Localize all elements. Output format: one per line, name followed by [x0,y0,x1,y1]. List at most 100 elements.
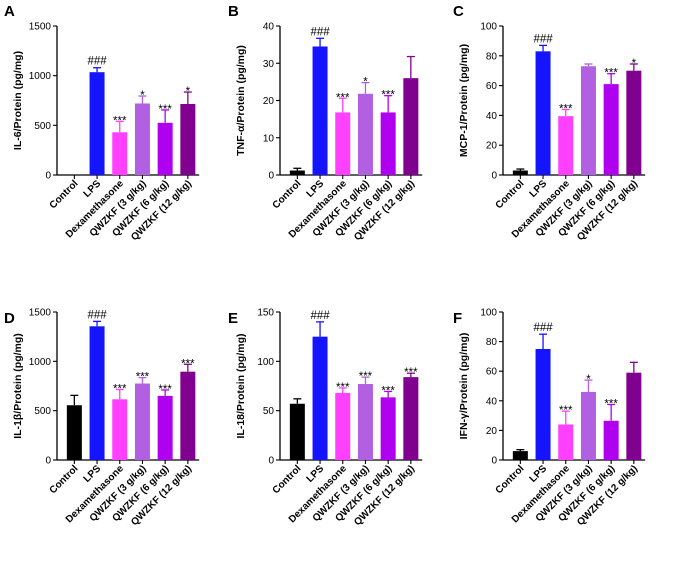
bar-5 [603,420,619,460]
bar-6 [403,78,419,175]
significance-label: * [363,77,368,89]
bar-4 [357,93,373,175]
significance-label: * [586,374,591,386]
chart-panel-e: E 0 50 100 150 IL-18/Protein (pg/mg) Control ##… [228,308,423,528]
significance-label: *** [181,358,195,370]
category-label: Control [494,178,527,211]
bar-3 [112,132,128,175]
significance-label: *** [381,90,395,102]
y-tick-label: 1000 [29,71,52,82]
bar-3 [558,116,574,175]
y-tick-label: 0 [491,171,497,182]
panel-letter: B [228,3,239,20]
bar-1 [66,405,82,460]
bar-5 [157,122,173,175]
significance-label: *** [404,367,418,379]
bar-4 [357,384,373,460]
chart-panel-d: D 0 500 1000 1500 IL-1β/Protein (pg/mg) Contro… [4,308,200,528]
bar-1 [289,403,305,460]
bar-6 [403,377,419,460]
significance-label: * [140,90,145,102]
significance-label: *** [559,103,573,115]
significance-label: *** [113,383,127,395]
y-tick-label: 500 [34,121,51,132]
y-tick-label: 0 [45,171,51,182]
y-axis-label: IL-1β/Protein (pg/mg) [12,333,24,439]
bar-2 [312,46,328,175]
bar-4 [134,103,150,175]
bar-6 [180,103,196,175]
panel-letter: A [4,3,15,20]
category-label: Control [271,178,304,211]
y-tick-label: 20 [486,141,498,152]
significance-label: * [632,58,637,70]
bar-4 [134,383,150,460]
bar-2 [535,51,551,175]
y-tick-label: 50 [263,406,275,417]
y-tick-label: 0 [268,456,274,467]
chart-panel-c: C 0 20 40 60 80 100 MCP-1/Protein (pg/mg) Contro… [453,3,646,243]
bar-1 [512,451,528,460]
y-axis-label: IFN-γ/Protein (pg/mg) [458,333,470,440]
bar-3 [558,424,574,460]
significance-label: ### [310,310,330,322]
bar-4 [580,391,596,460]
bar-4 [580,66,596,175]
y-tick-label: 100 [257,357,274,368]
y-tick-label: 40 [486,396,498,407]
y-tick-label: 100 [480,308,497,319]
bar-3 [112,399,128,460]
significance-label: * [186,86,191,98]
y-tick-label: 500 [34,406,51,417]
bar-3 [335,392,351,460]
bar-2 [312,336,328,460]
category-label: Control [271,463,304,496]
significance-label: ### [310,26,330,38]
y-tick-label: 150 [257,308,274,319]
y-tick-label: 10 [263,133,275,144]
y-tick-label: 100 [480,22,497,33]
y-tick-label: 0 [45,456,51,467]
significance-label: *** [336,382,350,394]
bar-5 [157,395,173,460]
panel-letter: C [453,3,464,20]
bar-2 [89,72,105,175]
bar-1 [512,170,528,175]
y-tick-label: 40 [263,22,275,33]
y-axis-label: IL-18/Protein (pg/mg) [235,334,247,439]
bar-3 [335,112,351,175]
y-tick-label: 1500 [29,308,52,319]
y-tick-label: 60 [486,81,498,92]
significance-label: ### [533,322,553,334]
significance-label: ### [533,33,553,45]
y-tick-label: 80 [486,51,498,62]
significance-label: *** [336,92,350,104]
y-tick-label: 40 [486,111,498,122]
bar-6 [180,371,196,460]
bar-5 [380,397,396,460]
bar-6 [626,372,642,460]
panel-letter: F [453,310,462,327]
category-label: Control [494,463,527,496]
significance-label: *** [559,405,573,417]
significance-label: *** [359,371,373,383]
y-axis-label: MCP-1/Protein (pg/mg) [458,44,470,157]
significance-label: *** [158,104,172,116]
significance-label: *** [136,372,150,384]
chart-panel-f: F 0 20 40 60 80 100 IFN-γ/Protein (pg/mg) Contro… [453,308,646,528]
y-tick-label: 20 [486,426,498,437]
bar-2 [535,349,551,460]
category-label: Control [48,178,81,211]
y-tick-label: 0 [491,456,497,467]
y-tick-label: 20 [263,96,275,107]
y-tick-label: 60 [486,367,498,378]
y-tick-label: 1500 [29,22,52,33]
chart-panel-b: B 0 10 20 30 40 TNF-α/Protein (pg/mg) Control ##… [228,3,423,243]
y-axis-label: IL-6/Protein (pg/mg) [12,51,24,150]
bar-5 [603,84,619,175]
panel-letter: E [228,310,238,327]
bar-2 [89,326,105,460]
category-label: Control [48,463,81,496]
y-tick-label: 0 [268,171,274,182]
